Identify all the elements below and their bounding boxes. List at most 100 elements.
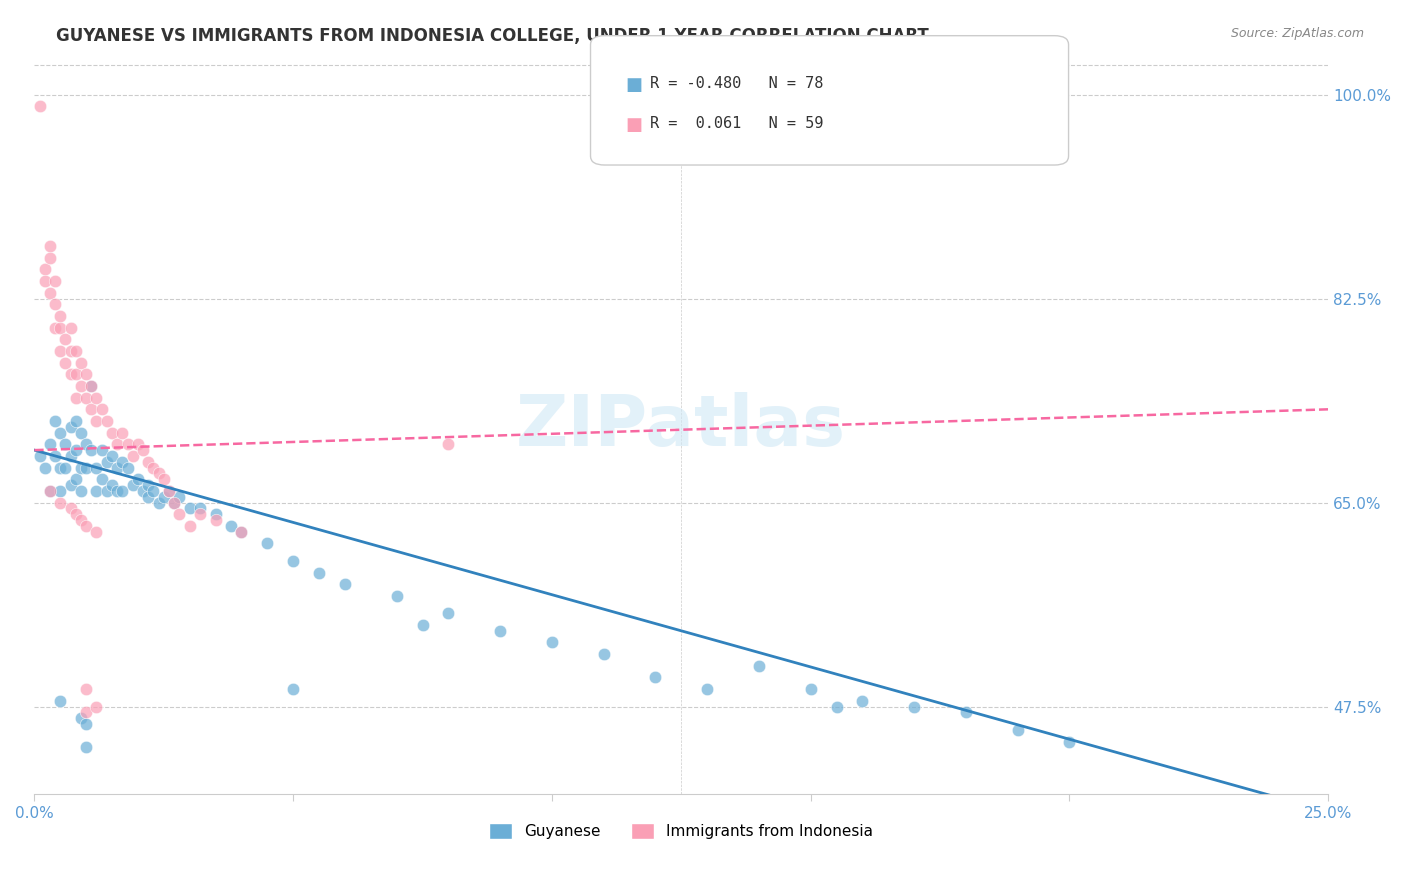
Point <box>696 682 718 697</box>
Point <box>96 483 118 498</box>
Point <box>385 589 408 603</box>
Point <box>55 460 77 475</box>
Point <box>169 490 191 504</box>
Point <box>800 682 823 697</box>
Point <box>70 483 93 498</box>
Point <box>86 483 108 498</box>
Point <box>59 478 82 492</box>
Point <box>49 344 72 359</box>
Point <box>157 483 180 498</box>
Point <box>592 647 614 661</box>
Point <box>70 513 93 527</box>
Point <box>101 425 124 440</box>
Point <box>75 682 97 697</box>
Point <box>65 443 87 458</box>
Point <box>65 414 87 428</box>
Point <box>90 402 112 417</box>
Point <box>86 414 108 428</box>
Point <box>333 577 356 591</box>
Point <box>127 472 149 486</box>
Point <box>256 536 278 550</box>
Point <box>34 262 56 277</box>
Point <box>59 344 82 359</box>
Point <box>121 478 143 492</box>
Point <box>80 379 103 393</box>
Point <box>136 455 159 469</box>
Point <box>231 524 253 539</box>
Point <box>281 682 304 697</box>
Point <box>75 706 97 720</box>
Point <box>28 99 51 113</box>
Point <box>55 437 77 451</box>
Point <box>204 507 226 521</box>
Point <box>44 414 66 428</box>
Point <box>49 425 72 440</box>
Point <box>903 699 925 714</box>
Point <box>148 467 170 481</box>
Point <box>132 443 155 458</box>
Point <box>111 425 134 440</box>
Point <box>28 449 51 463</box>
Point <box>1007 723 1029 737</box>
Point <box>136 490 159 504</box>
Point <box>65 368 87 382</box>
Text: ■: ■ <box>626 76 643 94</box>
Point <box>49 320 72 334</box>
Point <box>412 618 434 632</box>
Point <box>75 460 97 475</box>
Point <box>101 449 124 463</box>
Point <box>111 483 134 498</box>
Point <box>80 402 103 417</box>
Point <box>75 740 97 755</box>
Point <box>59 449 82 463</box>
Point <box>644 670 666 684</box>
Point <box>152 472 174 486</box>
Point <box>152 490 174 504</box>
Point <box>121 449 143 463</box>
Point <box>955 706 977 720</box>
Point <box>127 437 149 451</box>
Point <box>75 437 97 451</box>
Point <box>55 332 77 346</box>
Text: GUYANESE VS IMMIGRANTS FROM INDONESIA COLLEGE, UNDER 1 YEAR CORRELATION CHART: GUYANESE VS IMMIGRANTS FROM INDONESIA CO… <box>56 27 929 45</box>
Point <box>86 524 108 539</box>
Point <box>163 495 186 509</box>
Point <box>38 483 60 498</box>
Legend: Guyanese, Immigrants from Indonesia: Guyanese, Immigrants from Indonesia <box>484 817 880 845</box>
Point <box>86 460 108 475</box>
Point <box>70 460 93 475</box>
Point <box>851 694 873 708</box>
Point <box>70 425 93 440</box>
Text: ■: ■ <box>626 116 643 134</box>
Point <box>65 344 87 359</box>
Point <box>59 419 82 434</box>
Point <box>59 501 82 516</box>
Point <box>44 297 66 311</box>
Point <box>231 524 253 539</box>
Point <box>117 437 139 451</box>
Point <box>179 501 201 516</box>
Point <box>44 449 66 463</box>
Point <box>55 356 77 370</box>
Point <box>541 635 564 649</box>
Point <box>281 554 304 568</box>
Point <box>96 414 118 428</box>
Point <box>49 694 72 708</box>
Point <box>101 478 124 492</box>
Point <box>179 519 201 533</box>
Point <box>80 379 103 393</box>
Point <box>148 495 170 509</box>
Point <box>86 391 108 405</box>
Point <box>219 519 242 533</box>
Point <box>75 391 97 405</box>
Point <box>136 478 159 492</box>
Point <box>38 239 60 253</box>
Point <box>49 495 72 509</box>
Point <box>748 658 770 673</box>
Point <box>96 455 118 469</box>
Point <box>75 717 97 731</box>
Point <box>169 507 191 521</box>
Point <box>70 711 93 725</box>
Point <box>65 391 87 405</box>
Point <box>75 519 97 533</box>
